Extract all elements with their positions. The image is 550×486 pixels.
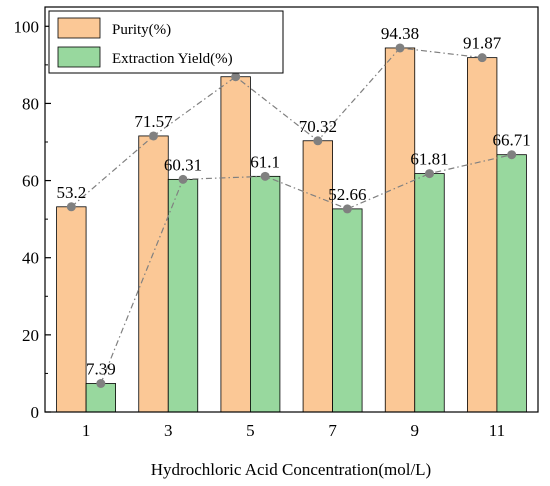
bar-yield-9 [414, 173, 445, 413]
x-tick-label-9: 9 [411, 421, 420, 440]
data-label-yield-5: 61.1 [250, 152, 280, 171]
x-tick-label-1: 1 [82, 421, 91, 440]
data-label-purity-7: 70.32 [299, 117, 337, 136]
bar-purity-5 [220, 76, 251, 413]
legend-label-purity: Purity(%) [112, 22, 171, 38]
bar-yield-1 [85, 383, 116, 413]
point-yield-11 [507, 150, 517, 160]
x-axis-title: Hydrochloric Acid Concentration(mol/L) [151, 460, 431, 479]
point-purity-5 [231, 72, 241, 82]
y-tick-label-0: 0 [31, 403, 40, 422]
data-label-yield-3: 60.31 [164, 155, 202, 174]
series-lines [66, 43, 517, 388]
y-tick-label-100: 100 [14, 17, 40, 36]
series-line-purity [70, 47, 483, 208]
bar-purity-3 [138, 135, 169, 413]
bar-yield-5 [250, 175, 281, 413]
bar-yield-11 [496, 154, 527, 413]
data-label-yield-9: 61.81 [410, 150, 448, 169]
y-tick-label-40: 40 [22, 249, 39, 268]
bar-purity-9 [384, 47, 416, 413]
point-purity-9 [395, 43, 405, 53]
bar-yield-7 [332, 208, 363, 413]
data-label-yield-11: 66.71 [493, 131, 531, 150]
data-label-purity-9: 94.38 [381, 24, 419, 43]
point-purity-11 [477, 53, 487, 63]
point-yield-1 [96, 378, 106, 388]
data-label-yield-7: 52.66 [328, 185, 366, 204]
x-tick-label-3: 3 [164, 421, 173, 440]
data-label-purity-3: 71.57 [134, 112, 173, 131]
point-yield-7 [342, 204, 352, 214]
data-label-purity-11: 91.87 [463, 34, 502, 53]
legend-swatch-yield [57, 46, 101, 68]
x-tick-label-7: 7 [328, 421, 337, 440]
legend-label-yield: Extraction Yield(%) [112, 51, 233, 67]
point-purity-7 [313, 136, 323, 146]
y-axis: 0 20 40 60 80 100 [14, 17, 51, 422]
data-labels: 53.271.5786.9270.3294.3891.877.3960.3161… [56, 24, 530, 379]
point-yield-5 [260, 171, 270, 181]
point-yield-9 [425, 169, 434, 179]
point-purity-1 [66, 202, 76, 212]
x-tick-label-5: 5 [246, 421, 255, 440]
y-tick-label-20: 20 [22, 326, 39, 345]
y-tick-label-60: 60 [22, 172, 39, 191]
plot-frame [44, 6, 539, 413]
bar-purity-7 [302, 140, 333, 413]
point-yield-3 [178, 174, 188, 184]
legend-swatch-purity [57, 17, 101, 39]
bar-yield-3 [167, 178, 199, 413]
legend: Purity(%) Extraction Yield(%) [48, 10, 284, 74]
point-purity-3 [149, 131, 158, 141]
bars [56, 47, 527, 413]
data-label-purity-1: 53.2 [56, 183, 86, 202]
y-tick-label-80: 80 [22, 94, 39, 113]
bar-purity-1 [56, 206, 87, 413]
x-tick-label-11: 11 [489, 421, 505, 440]
data-label-yield-1: 7.39 [86, 359, 116, 378]
bar-purity-11 [467, 57, 498, 413]
